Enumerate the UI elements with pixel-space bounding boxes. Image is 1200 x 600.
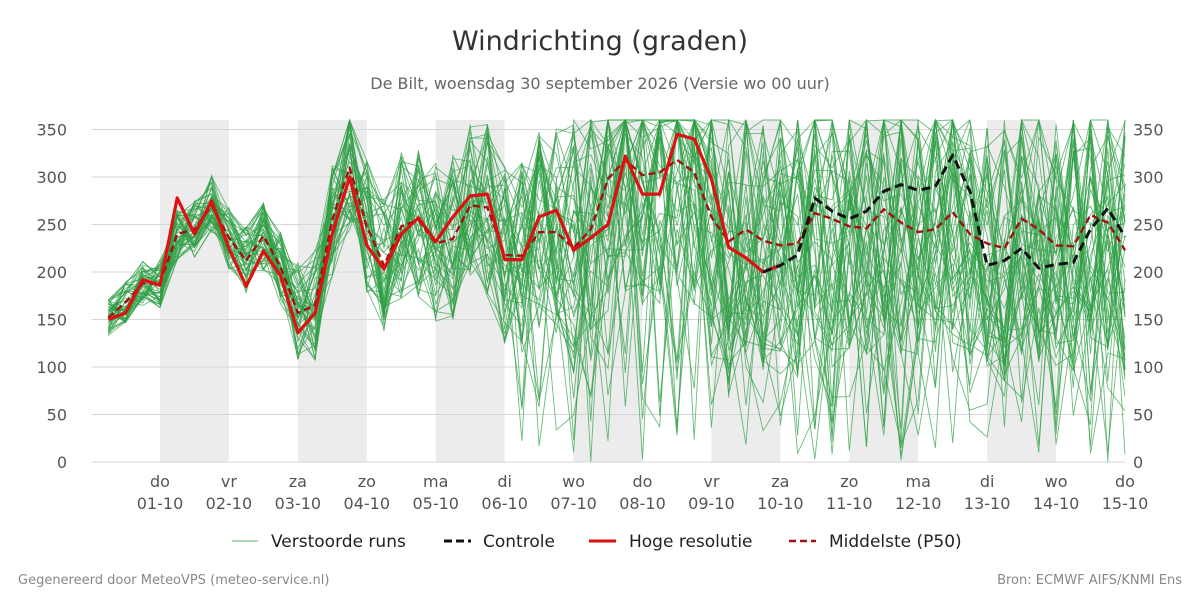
x-tick-date-4: 04-10 — [344, 494, 391, 513]
x-tick-date-8: 08-10 — [619, 494, 666, 513]
x-tick-day-10: za — [771, 472, 789, 491]
legend: Verstoorde runs Controle Hoge resolutie … — [232, 532, 962, 552]
x-tick-day-15: do — [1115, 472, 1135, 491]
y-axis-right: 0 50 100 150 200 250 300 350 — [1133, 121, 1164, 473]
y-tick-right-350: 350 — [1133, 121, 1164, 140]
x-tick-day-13: di — [980, 472, 995, 491]
y-tick-right-250: 250 — [1133, 216, 1164, 235]
ensemble-member-46 — [108, 119, 1126, 448]
footer-credit: Gegenereerd door MeteoVPS (meteo-service… — [18, 573, 329, 588]
footer-source: Bron: ECMWF AIFS/KNMI Ens — [997, 573, 1182, 588]
y-tick-left-100: 100 — [36, 358, 67, 377]
x-tick-date-13: 13-10 — [964, 494, 1011, 513]
x-tick-date-12: 12-10 — [895, 494, 942, 513]
ensemble-member-21 — [107, 119, 1126, 452]
main-series — [107, 132, 1127, 335]
ensemble-member-50 — [108, 118, 1126, 445]
x-tick-date-1: 01-10 — [137, 494, 184, 513]
y-tick-right-0: 0 — [1133, 453, 1143, 472]
series-controle — [762, 153, 1127, 274]
legend-label-hoge-resolutie: Hoge resolutie — [629, 532, 753, 552]
x-tick-day-6: di — [497, 472, 512, 491]
x-tick-day-2: vr — [221, 472, 237, 491]
x-tick-date-14: 14-10 — [1033, 494, 1080, 513]
y-tick-right-300: 300 — [1133, 168, 1164, 187]
chart-subtitle: De Bilt, woensdag 30 september 2026 (Ver… — [370, 74, 830, 93]
x-tick-day-3: za — [289, 472, 307, 491]
y-tick-left-200: 200 — [36, 263, 67, 282]
series-hoge-resolutie — [107, 132, 781, 335]
x-tick-day-14: wo — [1045, 472, 1068, 491]
y-tick-left-150: 150 — [36, 311, 67, 330]
ensemble-member-48 — [107, 119, 1126, 460]
y-tick-left-350: 350 — [36, 121, 67, 140]
x-tick-day-5: ma — [423, 472, 448, 491]
y-tick-left-250: 250 — [36, 216, 67, 235]
x-tick-date-3: 03-10 — [275, 494, 322, 513]
x-tick-day-1: do — [150, 472, 170, 491]
legend-label-ensemble: Verstoorde runs — [271, 532, 406, 552]
x-tick-day-11: zo — [840, 472, 858, 491]
x-tick-date-5: 05-10 — [412, 494, 459, 513]
legend-label-p50: Middelste (P50) — [829, 532, 962, 552]
ensemble-member-49 — [108, 118, 1126, 412]
y-axis-left: 0 50 100 150 200 250 300 350 — [36, 121, 67, 473]
x-tick-date-9: 09-10 — [688, 494, 735, 513]
y-tick-right-150: 150 — [1133, 311, 1164, 330]
x-tick-date-11: 11-10 — [826, 494, 873, 513]
ensemble-member-35 — [108, 119, 1126, 429]
ensemble-member-42 — [108, 119, 1126, 410]
ensemble-member-38 — [108, 119, 1126, 455]
ensemble-member-41 — [107, 119, 1126, 416]
y-tick-right-50: 50 — [1133, 406, 1153, 425]
x-tick-day-8: do — [633, 472, 653, 491]
y-tick-left-50: 50 — [47, 406, 67, 425]
legend-label-controle: Controle — [483, 532, 555, 552]
x-tick-date-10: 10-10 — [757, 494, 804, 513]
x-tick-date-15: 15-10 — [1102, 494, 1149, 513]
ensemble-member-23 — [108, 119, 1126, 457]
x-axis: do 01-10 vr 02-10 za 03-10 zo 04-10 ma 05-10 di 06-… — [137, 472, 1149, 513]
x-tick-day-9: vr — [703, 472, 719, 491]
y-tick-left-300: 300 — [36, 168, 67, 187]
chart-title: Windrichting (graden) — [452, 26, 748, 57]
x-tick-date-2: 02-10 — [206, 494, 253, 513]
y-tick-left-0: 0 — [57, 453, 67, 472]
x-tick-day-7: wo — [562, 472, 585, 491]
x-tick-day-12: ma — [906, 472, 931, 491]
x-tick-date-6: 06-10 — [481, 494, 528, 513]
y-tick-right-100: 100 — [1133, 358, 1164, 377]
y-tick-right-200: 200 — [1133, 263, 1164, 282]
day-band-0 — [160, 120, 229, 462]
x-tick-day-4: zo — [358, 472, 376, 491]
x-tick-date-7: 07-10 — [550, 494, 597, 513]
series-middelste-p50 — [107, 158, 1127, 319]
